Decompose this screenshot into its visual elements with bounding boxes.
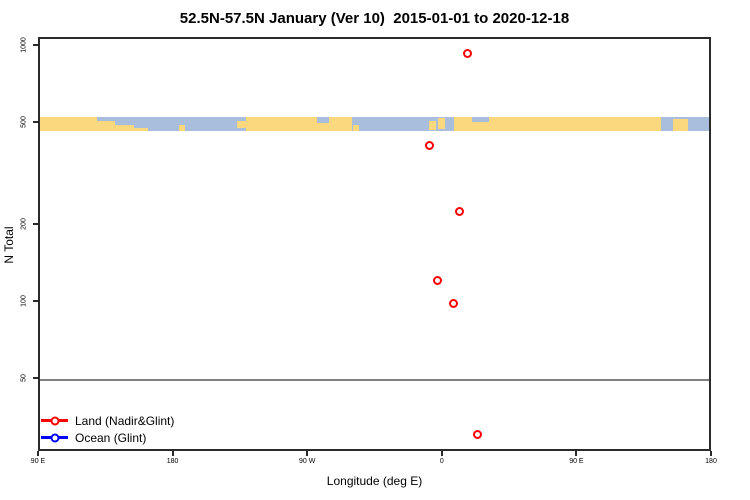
- x-axis-tick: [306, 451, 309, 456]
- legend-land-line-marker: [41, 416, 68, 425]
- y-axis-tick: [33, 222, 38, 225]
- x-axis-tick-label: 90 E: [30, 458, 46, 465]
- y-axis-tick: [33, 121, 38, 124]
- legend-label-land: Land (Nadir&Glint): [75, 413, 175, 428]
- x-axis-tick-label: 90 W: [299, 458, 316, 465]
- y-axis-title: N Total: [2, 226, 16, 264]
- map-land-patch: [454, 117, 661, 131]
- y-axis-tick: [33, 377, 38, 380]
- legend-label-ocean: Ocean (Glint): [75, 430, 147, 445]
- map-land-patch: [437, 118, 446, 129]
- map-land-patch: [672, 119, 688, 131]
- reference-line: [40, 379, 709, 381]
- x-axis-tick-label: 0: [439, 458, 444, 465]
- data-point-land: [425, 141, 435, 150]
- plot-area: [38, 37, 711, 451]
- data-point-land: [432, 276, 442, 286]
- data-point-land: [473, 430, 483, 440]
- map-land-patch: [96, 121, 115, 131]
- y-axis-tick-label: 50: [20, 374, 28, 382]
- x-axis-tick-label: 180: [166, 458, 179, 465]
- map-land-patch: [40, 117, 97, 131]
- x-axis-tick: [710, 451, 712, 456]
- y-axis-tick-label: 1000: [20, 37, 28, 53]
- map-land-patch: [316, 123, 329, 131]
- data-point-land: [455, 207, 465, 217]
- legend-land-circle-icon: [50, 416, 59, 425]
- chart-title: 52.5N-57.5N January (Ver 10) 2015-01-01 …: [179, 10, 570, 27]
- map-ocean-patch: [472, 117, 489, 122]
- data-point-land: [462, 49, 472, 59]
- x-axis-tick: [575, 451, 578, 456]
- map-land-patch: [328, 117, 353, 131]
- y-axis-tick-label: 100: [20, 295, 28, 307]
- legend-ocean-line-marker: [41, 433, 68, 442]
- x-axis-title: Longitude (deg E): [326, 474, 423, 488]
- map-land-patch: [428, 121, 437, 131]
- x-axis-tick: [440, 451, 443, 456]
- map-land-patch: [134, 128, 148, 131]
- y-axis-tick: [33, 44, 38, 46]
- legend-item-land: Land (Nadir&Glint): [41, 412, 174, 429]
- map-land-patch: [237, 120, 247, 129]
- legend: Land (Nadir&Glint) Ocean (Glint): [41, 412, 174, 446]
- x-axis-tick-label: 90 E: [569, 458, 584, 465]
- map-land-patch: [246, 117, 317, 131]
- x-axis-tick: [37, 451, 39, 456]
- data-point-land: [449, 298, 459, 308]
- map-land-patch: [114, 125, 135, 131]
- y-axis-tick-label: 500: [20, 116, 28, 128]
- y-axis-tick: [33, 300, 38, 302]
- legend-item-ocean: Ocean (Glint): [41, 429, 174, 446]
- map-land-patch: [179, 124, 186, 131]
- y-axis-tick-label: 200: [20, 218, 28, 230]
- x-axis-tick: [171, 451, 174, 456]
- world-map-band: [40, 117, 709, 131]
- x-axis-tick-label: 180: [705, 458, 717, 465]
- map-land-patch: [352, 125, 359, 131]
- legend-ocean-circle-icon: [50, 433, 59, 442]
